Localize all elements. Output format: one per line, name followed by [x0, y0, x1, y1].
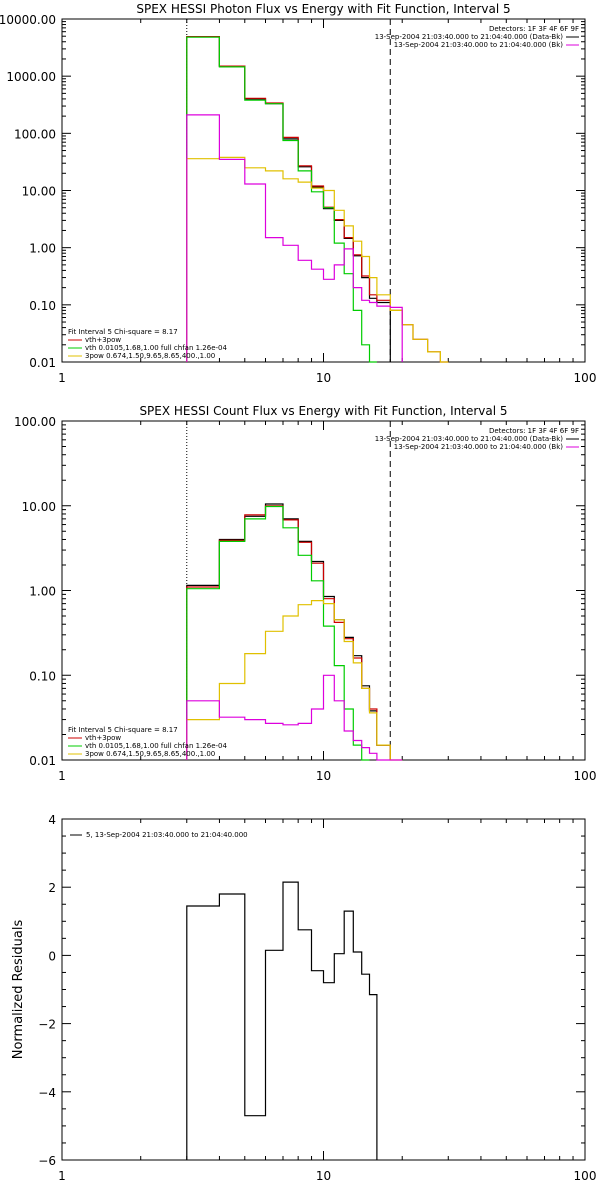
x-tick-label: 100	[574, 1169, 597, 1183]
series-bk	[186, 114, 403, 362]
y-tick-label: 0.10	[29, 669, 56, 683]
y-tick-label: −4	[38, 1086, 56, 1100]
series-vth	[186, 36, 377, 363]
legend-entry: vth 0.0105,1.68,1.00 full chfan 1.26e-04	[85, 344, 227, 352]
x-tick-label: 1	[58, 371, 66, 385]
chart-panel-2: SPEX HESSI Count Flux vs Energy with Fit…	[14, 404, 596, 783]
x-tick-label: 100	[574, 769, 597, 783]
x-tick-label: 10	[316, 769, 331, 783]
y-tick-label: 2	[48, 881, 56, 895]
y-tick-label: 10.00	[22, 500, 56, 514]
x-tick-label: 1	[58, 769, 66, 783]
x-tick-label: 10	[316, 1169, 331, 1183]
x-tick-label: 100	[574, 371, 597, 385]
y-tick-label: 4	[48, 813, 56, 827]
series-vth-3pow	[186, 36, 449, 363]
series-3pow	[186, 156, 449, 363]
legend-entry: Fit Interval 5 Chi-square = 8.17	[68, 726, 178, 734]
series-3pow	[186, 600, 403, 761]
series-bk	[186, 674, 403, 761]
chart-title: SPEX HESSI Photon Flux vs Energy with Fi…	[136, 2, 510, 16]
legend-entry: 5, 13-Sep-2004 21:03:40.000 to 21:04:40.…	[86, 831, 248, 839]
legend-entry: 13-Sep-2004 21:03:40.000 to 21:04:40.000…	[375, 435, 564, 443]
y-tick-label: 1000.00	[6, 70, 56, 84]
legend-entry: 3pow 0.674,1.50,9.65,8.65,400.,1.00	[85, 750, 215, 758]
legend-entry: 3pow 0.674,1.50,9.65,8.65,400.,1.00	[85, 352, 215, 360]
legend-entry: Detectors: 1F 3F 4F 6F 9F	[489, 427, 579, 435]
series-5-13-sep-2004-21-03-40-000-to-21-04-40-000	[186, 881, 378, 1160]
y-tick-label: 0	[48, 949, 56, 963]
series-vth-3pow	[186, 505, 391, 760]
y-tick-label: 0.01	[29, 356, 56, 370]
x-tick-label: 10	[316, 371, 331, 385]
series-data-bk	[186, 36, 391, 362]
legend-entry: vth+3pow	[85, 734, 121, 742]
y-tick-label: 0.10	[29, 299, 56, 313]
legend-entry: 13-Sep-2004 21:03:40.000 to 21:04:40.000…	[394, 41, 564, 49]
y-tick-label: 10.00	[22, 185, 56, 199]
y-tick-label: −2	[38, 1018, 56, 1032]
y-tick-label: 100.00	[14, 415, 56, 429]
legend-entry: 13-Sep-2004 21:03:40.000 to 21:04:40.000…	[394, 443, 564, 451]
legend-entry: 13-Sep-2004 21:03:40.000 to 21:04:40.000…	[375, 33, 564, 41]
chart-panel-1: SPEX HESSI Photon Flux vs Energy with Fi…	[0, 2, 596, 385]
y-tick-label: 1.00	[29, 242, 56, 256]
legend-entry: Detectors: 1F 3F 4F 6F 9F	[489, 25, 579, 33]
legend-entry: Fit Interval 5 Chi-square = 8.17	[68, 328, 178, 336]
chart-title: SPEX HESSI Count Flux vs Energy with Fit…	[139, 404, 507, 418]
plot-frame	[61, 818, 586, 1161]
y-tick-label: 0.01	[29, 754, 56, 768]
chart-panel-3: 1 10 100 4 2 0 −2 −4 −6 Normalized Residuals 5, 13…	[11, 813, 596, 1183]
y-tick-label: 100.00	[14, 127, 56, 141]
y-tick-label: 1.00	[29, 585, 56, 599]
x-tick-label: 1	[58, 1169, 66, 1183]
y-tick-label: 10000.00	[0, 13, 56, 27]
y-tick-label: −6	[38, 1154, 56, 1168]
series-data-bk	[186, 503, 391, 760]
legend-entry: vth+3pow	[85, 336, 121, 344]
legend-entry: vth 0.0105,1.68,1.00 full chfan 1.26e-04	[85, 742, 227, 750]
y-axis-label: Normalized Residuals	[11, 920, 26, 1060]
series-vth	[186, 505, 370, 761]
